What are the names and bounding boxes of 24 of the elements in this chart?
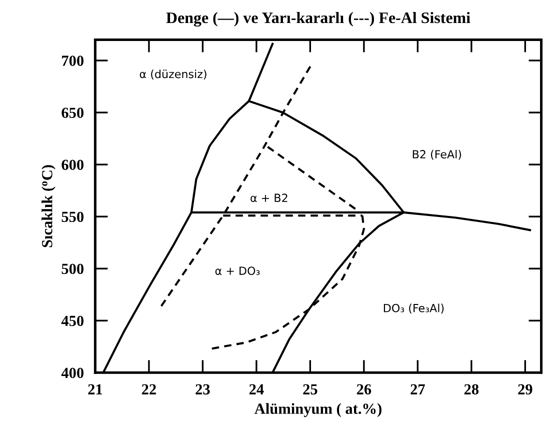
annotation: DO₃ (Fe₃Al) — [384, 304, 444, 314]
y-tick-label: 600 — [62, 160, 84, 170]
y-tick-label: 400 — [61, 368, 84, 378]
y-tick-label: 450 — [61, 316, 84, 326]
chart-title: Denge (—) ve Yarı-kararlı (---) Fe-Al Sistemi — [166, 12, 470, 27]
x-tick-label: 27 — [410, 384, 425, 394]
x-axis-title: Alüminyum ( at.%) — [254, 403, 382, 418]
x-tick-label: 28 — [464, 384, 479, 395]
x-tick-label: 22 — [142, 384, 156, 394]
y-tick-label: 700 — [62, 56, 84, 66]
y-axis-title: Sıcaklık ($^{o}$C) — [42, 165, 56, 248]
x-tick-label: 23 — [196, 384, 210, 395]
x-tick-label: 21 — [88, 384, 102, 394]
annotation: α (düzensiz) — [140, 70, 206, 80]
x-tick-label: 26 — [356, 384, 372, 395]
x-tick-label: 24 — [249, 384, 264, 394]
annotation: B2 (FeAl) — [412, 150, 462, 160]
y-tick-label: 650 — [62, 108, 84, 118]
annotation: α + DO₃ — [215, 266, 260, 275]
y-tick-label: 500 — [62, 264, 84, 274]
x-tick-label: 25 — [303, 384, 318, 395]
x-tick-label: 29 — [518, 384, 532, 395]
annotation: α + B2 — [250, 194, 288, 202]
y-tick-label: 550 — [62, 212, 84, 222]
